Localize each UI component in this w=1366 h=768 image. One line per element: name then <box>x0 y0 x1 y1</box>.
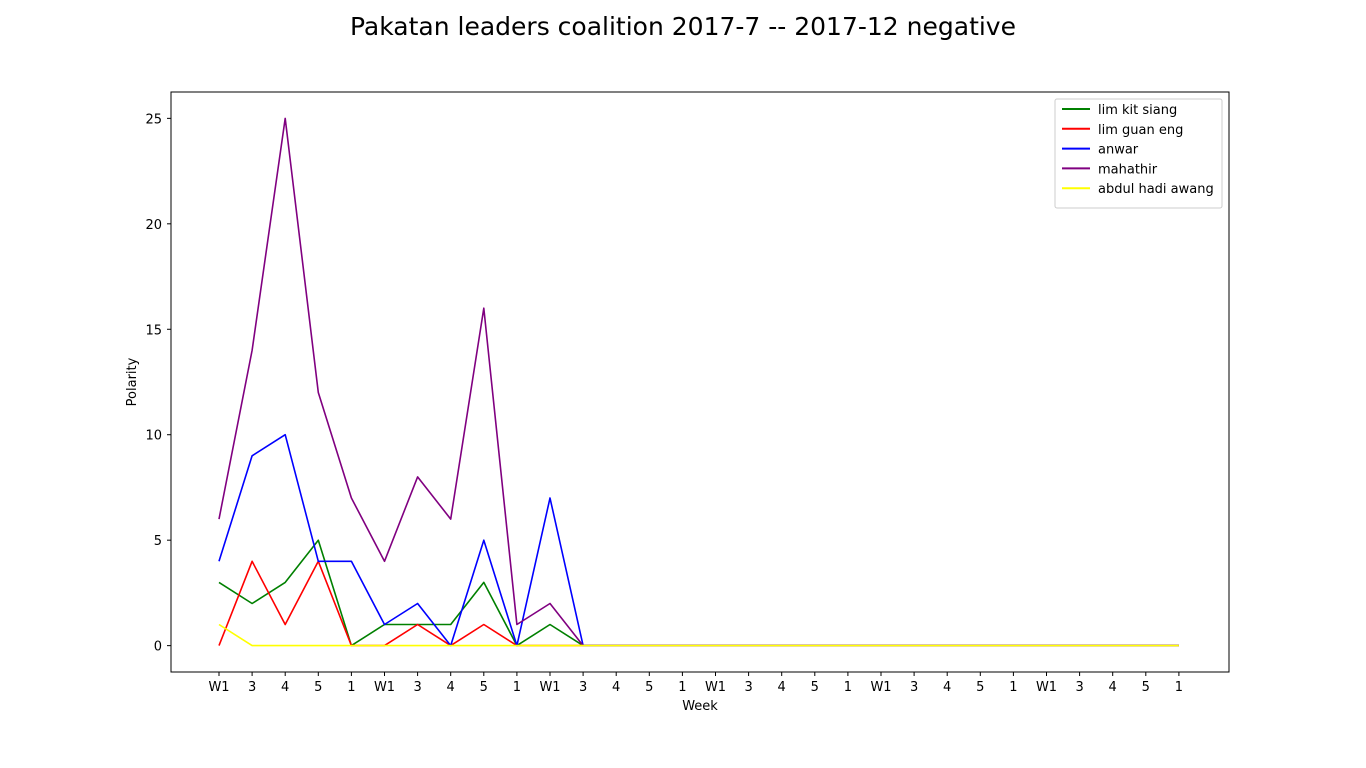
x-tick-label: 3 <box>744 680 752 695</box>
legend-label: mahathir <box>1098 162 1158 177</box>
x-tick-label: 4 <box>943 680 951 695</box>
x-tick-label: 1 <box>347 680 355 695</box>
x-tick-label: 4 <box>778 680 786 695</box>
series-line-anwar <box>218 433 1179 647</box>
x-tick-label: 3 <box>1075 680 1083 695</box>
x-tick-label: 4 <box>1109 680 1117 695</box>
x-tick-label: W1 <box>539 680 560 695</box>
x-tick-label: 3 <box>910 680 918 695</box>
x-tick-label: 5 <box>480 680 488 695</box>
legend-box <box>1054 98 1223 209</box>
legend-label: lim kit siang <box>1098 103 1177 118</box>
x-tick-label: 5 <box>811 680 819 695</box>
series-line-lim-kit-siang <box>218 539 1179 647</box>
legend-label: abdul hadi awang <box>1098 182 1214 197</box>
x-tick-label: 5 <box>645 680 653 695</box>
x-tick-label: 4 <box>281 680 289 695</box>
x-tick-label: 1 <box>1175 680 1183 695</box>
series-line-lim-guan-eng <box>218 560 1179 647</box>
x-tick-label: W1 <box>208 680 229 695</box>
x-tick-label: 3 <box>413 680 421 695</box>
x-tick-label: 3 <box>248 680 256 695</box>
plot-frame <box>170 91 1230 673</box>
series-line-mahathir <box>218 117 1179 647</box>
x-tick-label: 5 <box>314 680 322 695</box>
y-axis: 0 5 10 15 20 25 <box>145 112 171 655</box>
chart-title: Pakatan leaders coalition 2017-7 -- 2017… <box>350 12 1016 41</box>
y-axis-label: Polarity <box>125 357 140 406</box>
x-tick-label: 5 <box>1142 680 1150 695</box>
x-tick-label: 1 <box>678 680 686 695</box>
x-tick-label: W1 <box>374 680 395 695</box>
x-tick-label: 4 <box>447 680 455 695</box>
x-tick-label: W1 <box>1036 680 1057 695</box>
x-tick-label: 1 <box>1009 680 1017 695</box>
series-line-abdul-hadi-awang <box>218 623 1179 647</box>
y-tick-label: 15 <box>145 323 162 338</box>
y-tick-label: 20 <box>145 218 162 233</box>
x-tick-label: 4 <box>612 680 620 695</box>
y-tick-label: 25 <box>145 112 162 127</box>
y-tick-label: 10 <box>145 429 162 444</box>
legend-label: lim guan eng <box>1098 123 1183 138</box>
y-tick-label: 5 <box>154 534 162 549</box>
legend-label: anwar <box>1098 143 1139 158</box>
x-tick-label: 1 <box>513 680 521 695</box>
x-tick-label: W1 <box>870 680 891 695</box>
x-tick-label: 1 <box>844 680 852 695</box>
y-tick-label: 0 <box>154 640 162 655</box>
x-axis: W1 3 4 5 1 W1 3 4 5 1 W1 3 4 5 1 W1 3 4 5 1 W1 3 4 5 1 W1 3 4 5 1 <box>208 672 1183 695</box>
x-axis-label: Week <box>682 699 718 714</box>
legend: lim kit siang lim guan eng anwar mahathir ab… <box>1054 98 1223 209</box>
plot-area <box>170 91 1230 673</box>
series-lines <box>218 117 1179 647</box>
x-tick-label: 5 <box>976 680 984 695</box>
x-tick-label: 3 <box>579 680 587 695</box>
x-tick-label: W1 <box>705 680 726 695</box>
